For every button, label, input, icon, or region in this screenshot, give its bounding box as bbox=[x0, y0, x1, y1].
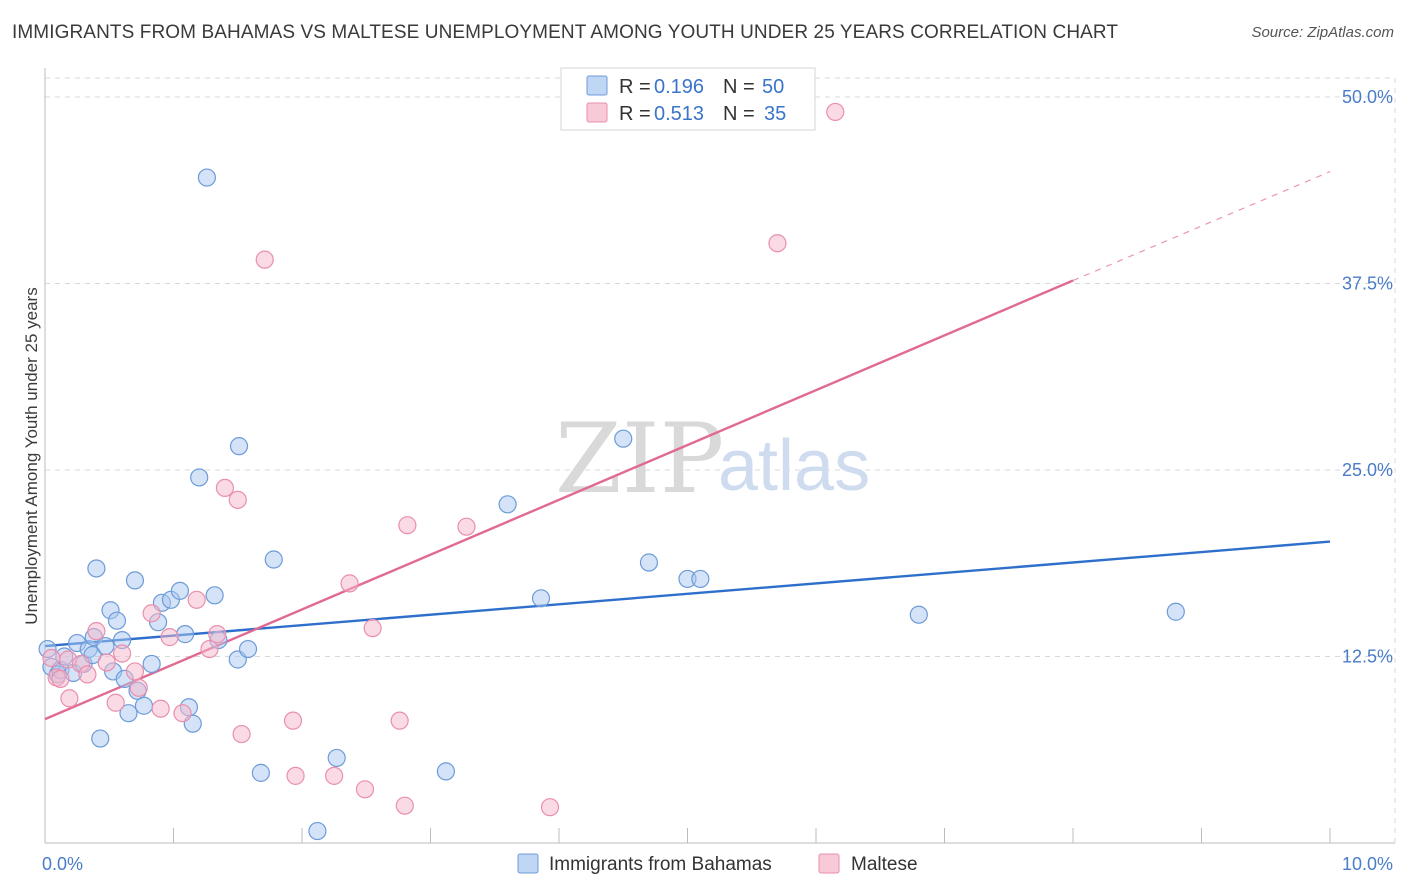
legend-n-value-blue: 50 bbox=[762, 76, 784, 98]
blue-point-49 bbox=[909, 605, 928, 624]
legend-swatch-blue bbox=[586, 75, 608, 96]
pink-point-0 bbox=[42, 648, 61, 668]
legend-r-label-blue: R = bbox=[619, 76, 651, 98]
bottom-legend-label-pink: Maltese bbox=[851, 854, 918, 875]
pink-point-34 bbox=[540, 798, 560, 817]
pink-point-25 bbox=[286, 766, 305, 785]
blue-trendline bbox=[44, 540, 1331, 648]
pink-point-15 bbox=[160, 628, 179, 647]
blue-point-48 bbox=[691, 569, 710, 589]
pink-point-14 bbox=[151, 699, 170, 718]
pink-point-17 bbox=[187, 590, 206, 609]
pink-trendline bbox=[44, 279, 1074, 721]
pink-point-30 bbox=[390, 711, 409, 730]
blue-point-33 bbox=[205, 586, 224, 605]
pink-point-13 bbox=[142, 604, 161, 623]
y-tick-label-3: 50.0% bbox=[1342, 87, 1393, 107]
data-points bbox=[38, 102, 1185, 841]
chart-source: Source: ZipAtlas.com bbox=[1251, 24, 1394, 41]
blue-point-39 bbox=[264, 550, 283, 569]
blue-point-20 bbox=[125, 571, 145, 590]
pink-point-2 bbox=[51, 669, 70, 688]
bottom-legend-label-blue: Immigrants from Bahamas bbox=[549, 854, 772, 875]
legend-swatch-pink bbox=[586, 102, 608, 123]
blue-point-50 bbox=[1166, 602, 1185, 621]
pink-point-35 bbox=[768, 234, 787, 253]
legend-n-label-blue: N = bbox=[723, 76, 755, 98]
blue-point-37 bbox=[238, 639, 258, 659]
blue-point-11 bbox=[87, 559, 106, 578]
blue-point-27 bbox=[170, 581, 190, 600]
pink-point-21 bbox=[228, 490, 247, 509]
pink-point-18 bbox=[200, 639, 219, 659]
pink-point-6 bbox=[78, 665, 97, 684]
pink-point-27 bbox=[340, 574, 359, 593]
blue-point-32 bbox=[197, 168, 217, 187]
watermark-zip: ZIP bbox=[555, 403, 724, 515]
pink-point-7 bbox=[87, 622, 106, 641]
pink-point-24 bbox=[283, 711, 303, 730]
blue-point-31 bbox=[190, 468, 209, 487]
pink-point-36 bbox=[826, 102, 845, 122]
bottom-legend-swatch-blue bbox=[517, 853, 539, 874]
blue-point-38 bbox=[251, 763, 270, 782]
top-legend: R = 0.196 N = 50 R = 0.513 N = 35 bbox=[560, 67, 816, 131]
legend-r-value-pink: 0.513 bbox=[654, 103, 704, 125]
legend-n-label-pink: N = bbox=[723, 103, 755, 125]
x-tick-label-1: 10.0% bbox=[1342, 854, 1393, 874]
blue-point-45 bbox=[614, 429, 633, 448]
bottom-legend: Immigrants from Bahamas Maltese bbox=[517, 853, 918, 875]
blue-point-23 bbox=[142, 654, 161, 674]
pink-point-12 bbox=[129, 678, 148, 697]
blue-point-13 bbox=[96, 636, 115, 656]
blue-point-42 bbox=[436, 762, 456, 781]
blue-point-28 bbox=[175, 625, 195, 644]
legend-r-label-pink: R = bbox=[619, 103, 651, 125]
axes bbox=[44, 68, 1395, 844]
pink-point-28 bbox=[355, 780, 375, 799]
y-tick-label-1: 25.0% bbox=[1342, 460, 1393, 480]
pink-point-26 bbox=[325, 766, 344, 785]
blue-point-16 bbox=[107, 611, 127, 630]
blue-point-43 bbox=[498, 495, 517, 514]
pink-point-8 bbox=[97, 653, 116, 672]
bottom-legend-swatch-pink bbox=[818, 853, 840, 874]
watermark-atlas: atlas bbox=[718, 426, 870, 506]
pink-point-32 bbox=[398, 516, 417, 535]
blue-point-19 bbox=[119, 704, 138, 723]
pink-point-23 bbox=[255, 250, 274, 269]
pink-point-20 bbox=[215, 478, 234, 498]
blue-point-44 bbox=[531, 589, 551, 608]
pink-point-19 bbox=[208, 625, 227, 644]
grid bbox=[45, 77, 1396, 843]
y-tick-label-2: 37.5% bbox=[1342, 274, 1393, 294]
watermark: ZIP atlas bbox=[555, 403, 870, 515]
legend-n-value-pink: 35 bbox=[764, 103, 786, 125]
blue-point-12 bbox=[91, 729, 110, 748]
pink-point-33 bbox=[457, 517, 476, 536]
blue-point-22 bbox=[134, 696, 154, 715]
pink-point-16 bbox=[173, 704, 192, 723]
pink-point-22 bbox=[232, 724, 251, 744]
chart-title: IMMIGRANTS FROM BAHAMAS VS MALTESE UNEMP… bbox=[12, 22, 1119, 43]
pink-point-10 bbox=[112, 644, 132, 663]
blue-point-36 bbox=[229, 437, 249, 456]
pink-point-31 bbox=[395, 796, 414, 815]
pink-point-11 bbox=[125, 662, 145, 681]
y-axis-label: Unemployment Among Youth under 25 years bbox=[22, 287, 41, 624]
blue-point-46 bbox=[639, 553, 659, 572]
pink-trendline-extension bbox=[1072, 171, 1331, 282]
y-tick-label-0: 12.5% bbox=[1342, 647, 1393, 667]
pink-point-9 bbox=[106, 693, 125, 712]
pink-point-4 bbox=[60, 689, 79, 708]
blue-point-41 bbox=[327, 748, 346, 768]
pink-point-29 bbox=[363, 619, 382, 638]
x-tick-label-0: 0.0% bbox=[42, 854, 83, 874]
legend-r-value-blue: 0.196 bbox=[654, 76, 704, 98]
tick-labels: 12.5% 25.0% 37.5% 50.0% 0.0% 10.0% bbox=[42, 87, 1393, 874]
blue-point-40 bbox=[308, 821, 327, 841]
